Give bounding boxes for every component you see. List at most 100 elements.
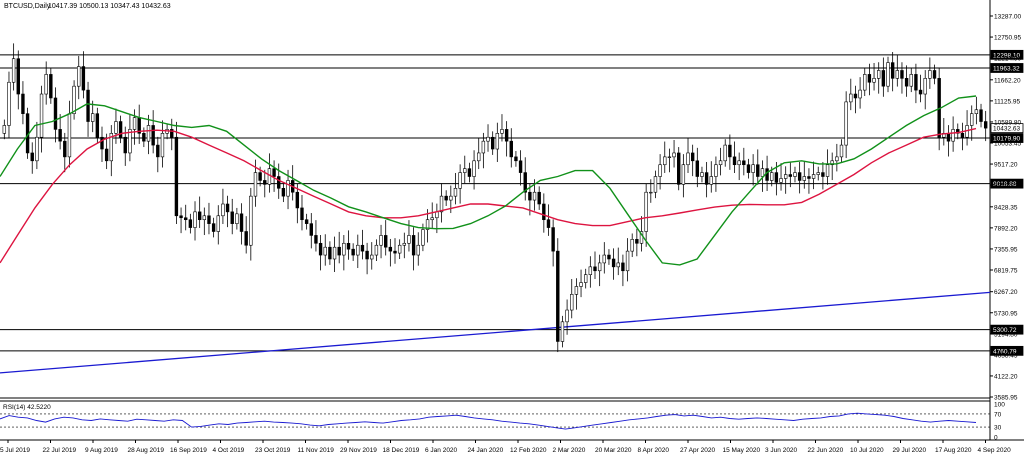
candle-body bbox=[397, 244, 402, 254]
candle-body bbox=[514, 156, 518, 162]
candle-body bbox=[537, 191, 541, 205]
candle-body bbox=[760, 168, 765, 177]
candle-body bbox=[393, 250, 397, 254]
candle-body bbox=[11, 58, 16, 83]
time-tick-label: 22 Jun 2020 bbox=[808, 447, 844, 454]
candle-body bbox=[295, 191, 300, 209]
candle-body bbox=[560, 321, 565, 342]
price-tick-label: 4122.20 bbox=[994, 373, 1018, 380]
candle-body bbox=[174, 136, 179, 217]
candle-body bbox=[951, 129, 955, 142]
candle-body bbox=[946, 133, 951, 142]
time-tick-label: 11 Nov 2019 bbox=[298, 447, 335, 454]
candle-body bbox=[258, 172, 262, 181]
candle-body bbox=[909, 74, 913, 87]
candle-body bbox=[783, 174, 788, 179]
candle-body bbox=[956, 129, 960, 134]
price-tick-label: 5194.80 bbox=[994, 331, 1018, 338]
candle-body bbox=[593, 266, 597, 272]
candle-body bbox=[551, 227, 555, 252]
candle-body bbox=[49, 74, 53, 99]
price-tick-label: 10053.45 bbox=[994, 140, 1021, 147]
time-tick-label: 18 Dec 2019 bbox=[383, 447, 420, 454]
price-tick-label: 7355.95 bbox=[994, 246, 1018, 253]
candle-body bbox=[77, 66, 81, 87]
level-price-label: 11963.32 bbox=[993, 65, 1020, 72]
candle-body bbox=[16, 58, 20, 95]
candle-body bbox=[100, 136, 104, 150]
candle-body bbox=[421, 229, 425, 246]
candle-body bbox=[277, 176, 281, 189]
level-price-box bbox=[990, 123, 1024, 134]
candle-body bbox=[611, 258, 616, 268]
level-price-label: 4760.79 bbox=[993, 348, 1017, 355]
candle-body bbox=[374, 244, 379, 256]
candle-body bbox=[463, 168, 467, 173]
candle-body bbox=[39, 93, 44, 138]
level-price-label: 12298.10 bbox=[993, 52, 1020, 59]
price-axis: 13287.00 12750.95 12214.90 11662.20 11125.95… bbox=[990, 14, 1021, 402]
candle-body bbox=[653, 176, 658, 193]
candle-body bbox=[286, 180, 290, 197]
slow-moving-average bbox=[0, 127, 977, 264]
candle-body bbox=[658, 164, 662, 177]
candle-body bbox=[221, 203, 225, 217]
time-tick-label: 2 Mar 2020 bbox=[553, 447, 586, 454]
candle-body bbox=[835, 156, 839, 162]
candle-body bbox=[565, 309, 569, 323]
candle-body bbox=[86, 89, 90, 122]
candle-body bbox=[235, 213, 239, 224]
time-tick-label: 27 Apr 2020 bbox=[680, 447, 715, 454]
candle-body bbox=[621, 262, 625, 272]
candle-body bbox=[244, 231, 248, 246]
moving-averages-layer bbox=[0, 95, 977, 266]
candle-body bbox=[435, 211, 439, 219]
candle-body bbox=[314, 235, 318, 244]
price-tick-label: 11662.20 bbox=[994, 77, 1021, 84]
candle-body bbox=[723, 144, 727, 162]
candle-body bbox=[714, 164, 718, 177]
candle-body bbox=[486, 136, 490, 142]
candle-body bbox=[704, 172, 709, 185]
candle-body bbox=[867, 74, 872, 83]
price-tick-label: 12214.90 bbox=[994, 56, 1021, 63]
candle-body bbox=[863, 74, 867, 91]
candle-body bbox=[793, 172, 797, 177]
candle-body bbox=[30, 152, 34, 162]
candle-body bbox=[844, 101, 848, 146]
candle-body bbox=[518, 160, 523, 173]
candle-body bbox=[58, 129, 62, 142]
rsi-tick-label: 100 bbox=[994, 402, 1005, 409]
candle-body bbox=[495, 133, 500, 150]
candle-body bbox=[53, 97, 58, 130]
candle-body bbox=[751, 164, 755, 173]
candle-body bbox=[239, 213, 244, 232]
candle-body bbox=[546, 219, 551, 228]
candle-body bbox=[532, 191, 537, 201]
candle-body bbox=[44, 74, 48, 95]
time-tick-label: 5 Jul 2019 bbox=[0, 447, 30, 454]
time-tick-label: 16 Sep 2019 bbox=[170, 447, 207, 454]
candle-body bbox=[556, 250, 560, 342]
candle-body bbox=[425, 219, 430, 230]
time-tick-label: 3 Jun 2020 bbox=[765, 447, 798, 454]
candle-body bbox=[923, 78, 927, 95]
candle-body bbox=[90, 113, 95, 122]
candle-body bbox=[500, 129, 504, 134]
candle-body bbox=[430, 217, 434, 221]
candle-body bbox=[123, 136, 127, 154]
candle-body bbox=[337, 246, 341, 256]
price-tick-label: 10589.80 bbox=[994, 119, 1021, 126]
candle-body bbox=[542, 203, 546, 221]
time-tick-label: 29 Nov 2019 bbox=[340, 447, 377, 454]
price-tick-label: 6819.75 bbox=[994, 267, 1018, 274]
candle-body bbox=[342, 242, 346, 256]
candle-body bbox=[788, 174, 793, 177]
candle-body bbox=[979, 109, 983, 122]
price-tick-label: 13287.00 bbox=[994, 14, 1021, 21]
candle-body bbox=[811, 174, 816, 179]
candle-body bbox=[481, 140, 486, 154]
candle-body bbox=[72, 85, 76, 114]
candle-body bbox=[356, 244, 360, 256]
candle-body bbox=[197, 211, 202, 221]
